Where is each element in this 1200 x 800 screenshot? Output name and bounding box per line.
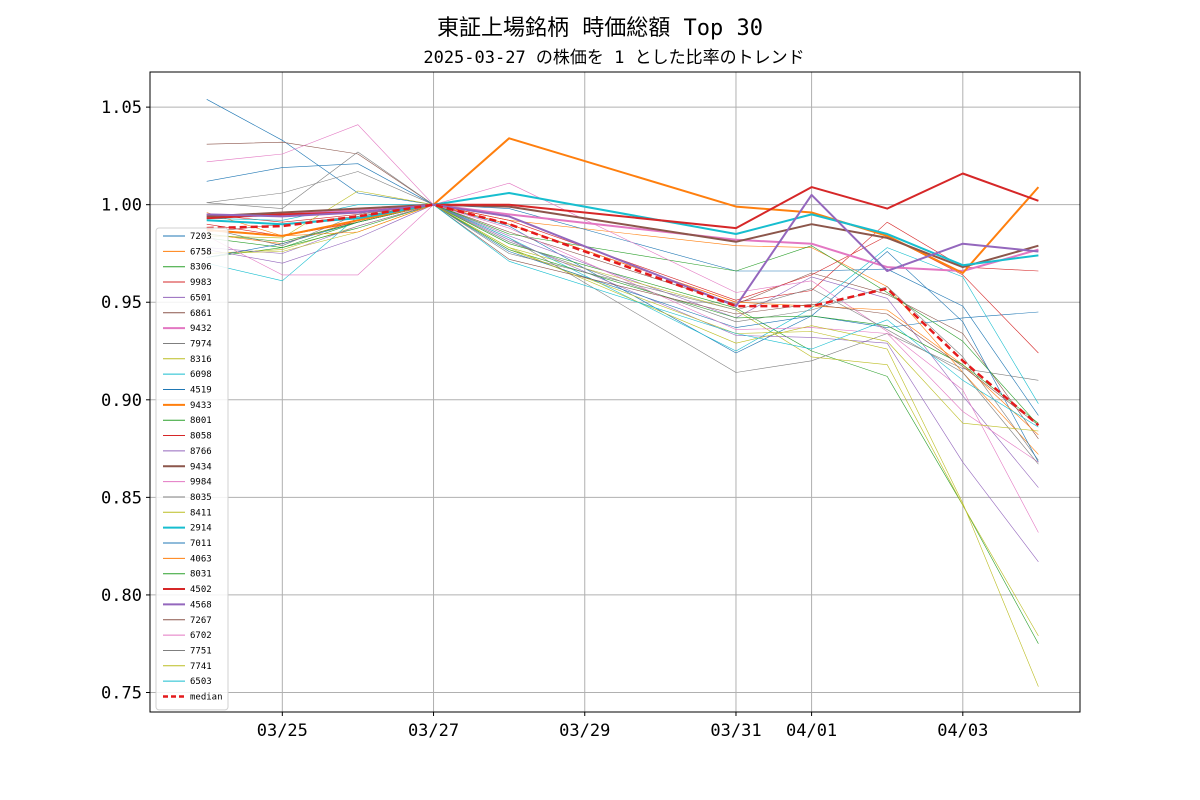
legend-label: 8031 (190, 570, 212, 580)
axes: 03/25 03/27 03/29 03/31 04/01 04/03 0.75 0.80 0.… (101, 98, 988, 741)
x-tick-label: 03/29 (559, 721, 610, 741)
legend-label: 8306 (190, 263, 212, 273)
x-tick-label: 04/03 (937, 721, 988, 741)
legend-label: 7203 (190, 232, 212, 242)
legend: 7203 6758 8306 9983 6501 6861 9432 7974 8316 6098… (155, 227, 229, 711)
legend-label: 6861 (190, 309, 212, 319)
legend-label: median (190, 693, 223, 703)
legend-label: 7741 (190, 662, 212, 672)
y-tick-label: 0.80 (101, 586, 142, 606)
legend-label: 8766 (190, 447, 212, 457)
series-line-4063 (206, 204, 1039, 436)
legend-label: 4519 (190, 386, 212, 396)
series-line-6758 (206, 204, 1039, 455)
legend-label: 2914 (190, 524, 212, 534)
legend-label: 7974 (190, 339, 212, 349)
legend-label: 8411 (190, 508, 212, 518)
legend-label: 8316 (190, 355, 212, 365)
series-line-9984 (206, 124, 1039, 533)
series-line-9433 (206, 137, 1040, 274)
x-tick-label: 03/27 (408, 721, 459, 741)
legend-label: 6098 (190, 370, 212, 380)
legend-label: 8035 (190, 493, 212, 503)
series-line-7974 (206, 151, 1039, 381)
legend-label: 4568 (190, 600, 212, 610)
legend-label: 6501 (190, 293, 212, 303)
legend-label: 6702 (190, 631, 212, 641)
series-line-6501 (206, 204, 1039, 488)
y-tick-label: 0.85 (101, 488, 142, 508)
legend-label: 8001 (190, 416, 212, 426)
y-tick-label: 0.75 (101, 683, 142, 703)
x-tick-label: 04/01 (786, 721, 837, 741)
series-lines (206, 99, 1040, 687)
legend-label: 9434 (190, 462, 212, 472)
legend-label: 8058 (190, 432, 212, 442)
series-line-8001 (206, 204, 1039, 426)
legend-label: 7011 (190, 539, 212, 549)
chart-title: 東証上場銘柄 時価総額 Top 30 (437, 16, 763, 41)
y-tick-label: 1.05 (101, 98, 142, 118)
legend-label: 9983 (190, 278, 212, 288)
x-tick-label: 03/31 (710, 721, 761, 741)
legend-label: 6758 (190, 247, 212, 257)
series-line-6861 (206, 141, 1039, 439)
legend-label: 4502 (190, 585, 212, 595)
series-line-9434 (206, 203, 1039, 269)
series-line-8031 (206, 204, 1039, 424)
grid (150, 72, 1080, 712)
series-line-4568 (206, 193, 1039, 308)
series-line-6702 (206, 204, 1039, 463)
series-line-8766 (206, 204, 1039, 562)
series-line-7011 (206, 204, 1039, 463)
legend-label: 4063 (190, 554, 212, 564)
series-line-6098 (206, 204, 1039, 404)
plot-frame (149, 71, 1081, 713)
y-tick-label: 0.95 (101, 293, 142, 313)
y-tick-label: 1.00 (101, 196, 142, 216)
series-line-4519 (206, 163, 1039, 416)
x-tick-label: 03/25 (257, 721, 308, 741)
chart-subtitle: 2025-03-27 の株価を 1 とした比率のトレンド (423, 48, 804, 68)
legend-label: 6503 (190, 677, 212, 687)
legend-label: 9432 (190, 324, 212, 334)
series-line-median (206, 203, 1040, 427)
legend-label: 9984 (190, 478, 212, 488)
y-tick-label: 0.90 (101, 391, 142, 411)
series-line-8306 (206, 204, 1039, 644)
series-line-8411 (206, 204, 1039, 687)
series-line-7751 (206, 204, 1039, 465)
legend-label: 7751 (190, 646, 212, 656)
legend-label: 7267 (190, 616, 212, 626)
legend-label: 9433 (190, 401, 212, 411)
